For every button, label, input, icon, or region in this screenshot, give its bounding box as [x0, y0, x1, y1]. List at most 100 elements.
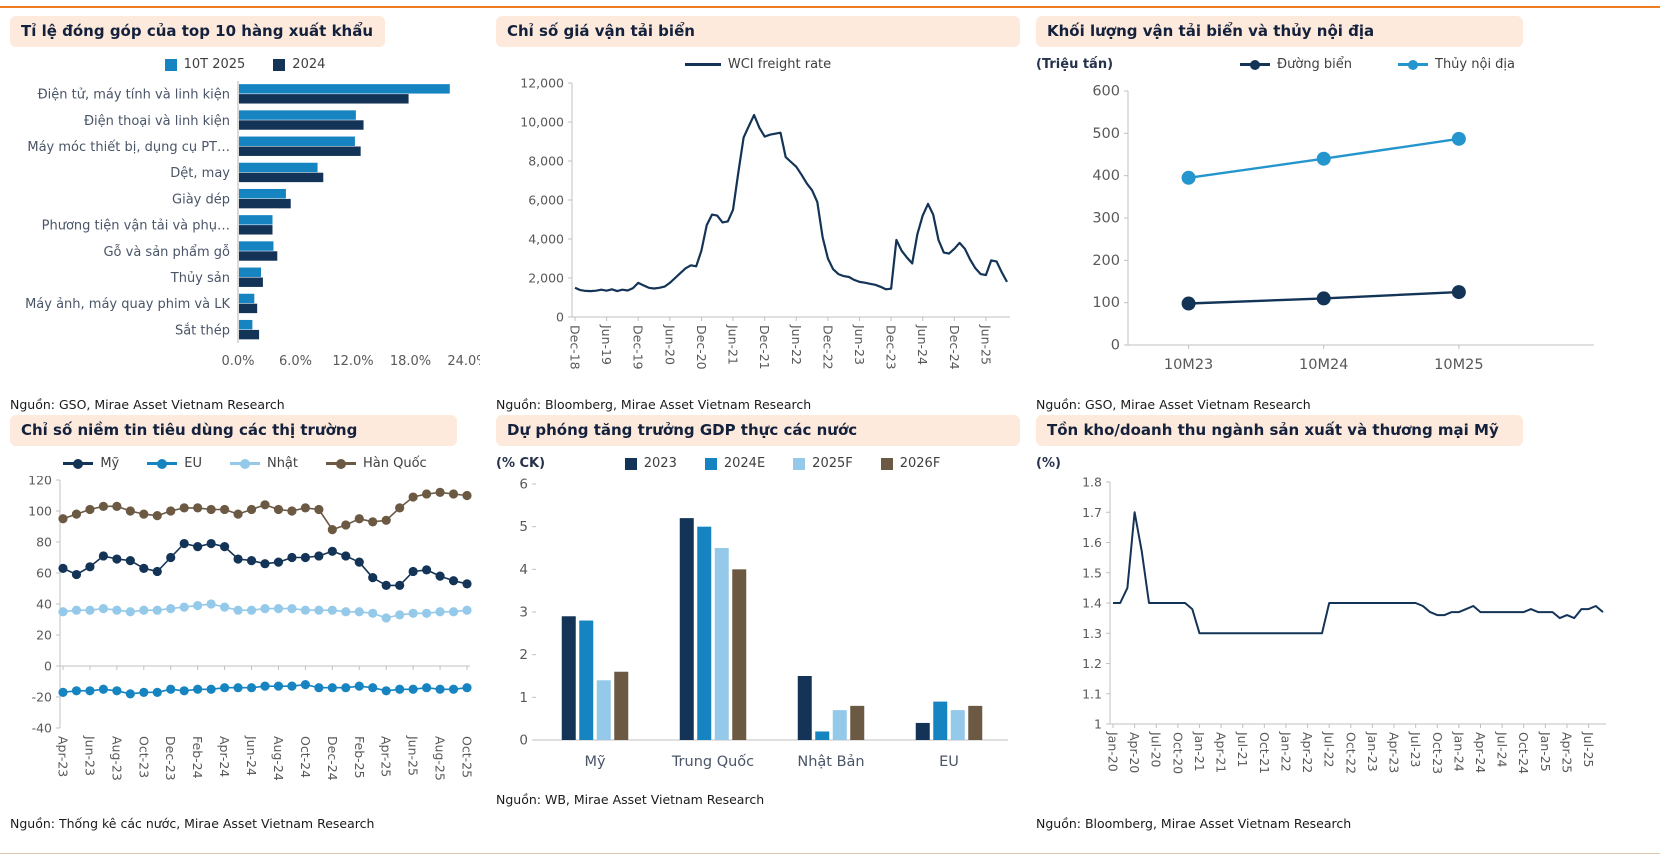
svg-text:Oct-20: Oct-20 [1170, 732, 1185, 774]
chart-legend: 2023 2024E 2025F 2026F [545, 456, 1020, 471]
svg-text:Nhật Bản: Nhật Bản [797, 754, 864, 770]
top-accent-divider [0, 6, 1660, 8]
svg-text:3: 3 [519, 604, 528, 620]
svg-text:Jun-23: Jun-23 [82, 735, 97, 776]
svg-text:6.0%: 6.0% [279, 354, 312, 369]
panel-title: Dự phóng tăng trưởng GDP thực các nước [496, 415, 1020, 446]
svg-text:Aug-25: Aug-25 [433, 736, 448, 781]
legend-label: 10T 2025 [183, 57, 246, 73]
svg-text:100: 100 [1092, 295, 1120, 311]
svg-text:Feb-25: Feb-25 [352, 736, 367, 779]
svg-text:Jun-19: Jun-19 [599, 324, 614, 365]
svg-text:10M25: 10M25 [1434, 357, 1483, 373]
svg-text:12,000: 12,000 [520, 77, 564, 91]
svg-text:80: 80 [36, 534, 52, 549]
svg-text:Jul-22: Jul-22 [1322, 731, 1337, 768]
source-note: Nguồn: GSO, Mirae Asset Vietnam Research [10, 397, 285, 412]
svg-text:5: 5 [519, 519, 528, 535]
svg-text:Jul-20: Jul-20 [1149, 731, 1164, 768]
svg-text:Aug-24: Aug-24 [271, 736, 286, 781]
svg-text:200: 200 [1092, 253, 1120, 269]
svg-text:Oct-23: Oct-23 [136, 736, 151, 778]
svg-text:Jan-22: Jan-22 [1278, 731, 1293, 772]
svg-text:Jun-22: Jun-22 [789, 324, 804, 365]
svg-text:Dec-21: Dec-21 [757, 325, 772, 370]
chart-legend: WCI freight rate [496, 57, 1020, 72]
chart-legend: Mỹ EU Nhật Hàn Quốc [10, 456, 480, 471]
legend-item: 2024 [273, 57, 325, 72]
svg-text:Jun-23: Jun-23 [852, 324, 867, 365]
svg-text:Jun-21: Jun-21 [726, 324, 741, 365]
source-note: Nguồn: GSO, Mirae Asset Vietnam Research [1036, 397, 1311, 412]
svg-text:Apr-23: Apr-23 [56, 736, 71, 777]
svg-text:1.1: 1.1 [1082, 686, 1102, 701]
svg-text:1.8: 1.8 [1082, 476, 1102, 490]
legend-item: Đường biển [1240, 57, 1352, 72]
legend-item: Nhật [229, 456, 298, 471]
panel-title: Chỉ số niềm tin tiêu dùng các thị trường [10, 415, 457, 446]
source-note: Nguồn: Bloomberg, Mirae Asset Vietnam Re… [1036, 815, 1352, 831]
svg-text:1.7: 1.7 [1082, 505, 1102, 520]
legend-item: 2025F [793, 456, 853, 471]
charts-grid: Tỉ lệ đóng góp của top 10 hàng xuất khẩu… [10, 16, 1642, 831]
legend-row: WCI freight rate [496, 53, 1020, 77]
svg-text:120: 120 [28, 476, 52, 488]
panel-transport-volume: Khối lượng vận tải biển và thủy nội địa … [1036, 16, 1642, 412]
svg-text:Jul-24: Jul-24 [1495, 731, 1510, 768]
svg-text:Điện tử, máy tính và linh kiện: Điện tử, máy tính và linh kiện [38, 87, 230, 102]
export-contribution-chart: Điện tử, máy tính và linh kiện Điện thoại… [25, 80, 480, 369]
panel-title: Tồn kho/doanh thu ngành sản xuất và thươ… [1036, 415, 1523, 446]
svg-text:Phương tiện vận tải và phụ…: Phương tiện vận tải và phụ… [42, 218, 230, 233]
svg-text:Oct-24: Oct-24 [298, 736, 313, 778]
svg-text:400: 400 [1092, 168, 1120, 184]
svg-text:Giày dép: Giày dép [172, 192, 230, 207]
svg-text:Jun-24: Jun-24 [915, 324, 930, 365]
svg-text:1.6: 1.6 [1082, 535, 1102, 550]
svg-text:Oct-21: Oct-21 [1257, 732, 1272, 774]
svg-text:Mỹ: Mỹ [584, 754, 606, 770]
svg-text:Dec-24: Dec-24 [325, 736, 340, 781]
svg-text:Điện thoại và linh kiện: Điện thoại và linh kiện [84, 114, 230, 129]
source-note: Nguồn: Thống kê các nước, Mirae Asset Vi… [10, 815, 375, 831]
svg-text:Aug-23: Aug-23 [109, 736, 124, 781]
legend-row: 10T 2025 2024 [10, 53, 480, 77]
svg-text:Dec-23: Dec-23 [163, 736, 178, 781]
svg-text:2: 2 [519, 647, 528, 663]
panel-export-contribution: Tỉ lệ đóng góp của top 10 hàng xuất khẩu… [10, 16, 480, 412]
svg-text:18.0%: 18.0% [390, 354, 431, 369]
svg-text:Jul-25: Jul-25 [1581, 731, 1596, 768]
legend-line [147, 458, 178, 469]
legend-dot [1250, 59, 1260, 70]
svg-text:2,000: 2,000 [528, 270, 564, 285]
legend-item: 2026F [880, 456, 941, 472]
svg-text:10M23: 10M23 [1164, 357, 1213, 373]
legend-line [684, 63, 721, 67]
legend-swatch [880, 457, 893, 470]
svg-text:Jun-20: Jun-20 [662, 324, 677, 365]
legend-line [229, 458, 260, 469]
panel-freight-rate: Chỉ số giá vận tải biển WCI freight rate… [496, 16, 1020, 412]
svg-text:Apr-21: Apr-21 [1214, 732, 1229, 773]
legend-row: (% CK) 2023 2024E 2025F 2026F [496, 452, 1020, 476]
svg-text:Jan-21: Jan-21 [1192, 731, 1207, 772]
svg-text:6: 6 [519, 476, 528, 492]
svg-text:Apr-24: Apr-24 [217, 736, 232, 777]
svg-text:Dec-19: Dec-19 [631, 325, 646, 370]
svg-text:0: 0 [519, 732, 528, 748]
legend-row: Mỹ EU Nhật Hàn Quốc [10, 452, 480, 476]
legend-item: EU [147, 456, 202, 471]
svg-text:Oct-24: Oct-24 [1516, 732, 1531, 774]
unit-row: (%) [1036, 452, 1642, 476]
legend-label: 2024 [292, 57, 326, 73]
inventory-sales-ratio-chart: 1 1.1 1.2 1.3 1.4 1.5 1.6 1.7 1.8 Jan-20 Apr-20 Jul… [1082, 476, 1606, 774]
svg-text:Jun-25: Jun-25 [406, 735, 421, 776]
svg-text:Oct-22: Oct-22 [1343, 732, 1358, 774]
svg-text:4: 4 [519, 562, 528, 578]
consumer-confidence-chart: -40 -20 0 20 40 60 80 100 120 Apr-23 Jun-23 Aug-23 O… [28, 476, 474, 781]
legend-label: 2026F [899, 456, 941, 472]
axis-unit-label: (Triệu tấn) [1036, 57, 1114, 73]
svg-text:0: 0 [556, 309, 564, 324]
svg-text:100: 100 [28, 503, 52, 518]
svg-text:Apr-22: Apr-22 [1300, 732, 1315, 773]
